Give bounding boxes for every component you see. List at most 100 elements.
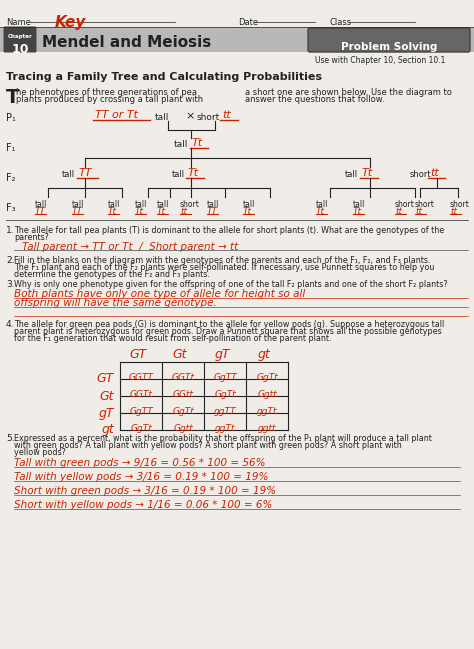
Text: short: short (395, 200, 415, 209)
Text: Tt: Tt (243, 207, 252, 216)
Text: he phenotypes of three generations of pea: he phenotypes of three generations of pe… (16, 88, 197, 97)
Text: determine the genotypes of the F₂ and F₃ plants.: determine the genotypes of the F₂ and F₃… (14, 270, 210, 279)
Text: Tt: Tt (353, 207, 362, 216)
Text: gt: gt (101, 424, 114, 437)
Text: ggTt: ggTt (257, 407, 277, 416)
Text: GgTt: GgTt (256, 373, 278, 382)
Text: answer the questions that follow.: answer the questions that follow. (245, 95, 384, 104)
Text: GgTt: GgTt (130, 424, 152, 433)
Text: tt: tt (395, 207, 402, 216)
Text: tall: tall (108, 200, 120, 209)
Text: Key: Key (55, 15, 86, 30)
Text: short: short (180, 200, 200, 209)
Text: GGTt: GGTt (172, 373, 194, 382)
Text: P₁: P₁ (6, 113, 16, 123)
Text: GgTt: GgTt (172, 407, 194, 416)
Text: tall: tall (243, 200, 255, 209)
Text: GgTT: GgTT (213, 373, 237, 382)
Text: Name: Name (6, 18, 31, 27)
Text: 2.: 2. (6, 256, 15, 265)
Text: GT: GT (129, 348, 146, 361)
Text: Tt: Tt (362, 168, 373, 178)
Text: tall: tall (174, 140, 188, 149)
Text: tall: tall (35, 200, 47, 209)
Text: Both plants have only one type of allele for height so all: Both plants have only one type of allele… (14, 289, 305, 299)
Bar (0, 27, 474, 52)
Text: GGTt: GGTt (129, 390, 153, 399)
Text: a short one are shown below. Use the diagram to: a short one are shown below. Use the dia… (245, 88, 452, 97)
Text: Tt: Tt (188, 168, 199, 178)
Text: Gt: Gt (100, 389, 114, 402)
FancyBboxPatch shape (3, 27, 36, 53)
Text: Problem Solving: Problem Solving (341, 42, 437, 52)
Text: 1.: 1. (6, 226, 15, 235)
Text: gT: gT (99, 406, 114, 419)
Text: 3.: 3. (6, 280, 15, 289)
Text: Class: Class (330, 18, 352, 27)
Text: Expressed as a percent, what is the probability that the offspring of the P₁ pla: Expressed as a percent, what is the prob… (14, 434, 432, 443)
Text: offspring will have the same genotype.: offspring will have the same genotype. (14, 298, 217, 308)
Text: F₃: F₃ (6, 203, 16, 213)
Text: with green pods? A tall plant with yellow pods? A short plant with green pods? A: with green pods? A tall plant with yello… (14, 441, 402, 450)
Text: GT: GT (97, 373, 114, 386)
Text: tall: tall (155, 113, 169, 122)
FancyBboxPatch shape (308, 28, 470, 52)
Text: Use with Chapter 10, Section 10.1: Use with Chapter 10, Section 10.1 (315, 56, 446, 65)
Text: tall: tall (62, 170, 75, 179)
Text: tt: tt (222, 110, 231, 120)
Text: F₂: F₂ (6, 173, 16, 183)
Text: short: short (415, 200, 435, 209)
Text: short: short (197, 113, 220, 122)
Text: Tall with green pods → 9/16 = 0.56 * 100 = 56%: Tall with green pods → 9/16 = 0.56 * 100… (14, 458, 265, 468)
Text: TT or Tt: TT or Tt (95, 110, 138, 120)
Text: Tracing a Family Tree and Calculating Probabilities: Tracing a Family Tree and Calculating Pr… (6, 72, 322, 82)
Text: TT: TT (79, 168, 92, 178)
Text: GGTT: GGTT (128, 373, 154, 382)
Text: T: T (6, 88, 19, 107)
Text: tall: tall (345, 170, 358, 179)
Text: tall: tall (72, 200, 84, 209)
Text: TT: TT (72, 207, 83, 216)
Text: The F₁ plant and each of the F₂ plants were self-pollinated. If necessary, use P: The F₁ plant and each of the F₂ plants w… (14, 263, 434, 272)
Text: parent plant is heterozygous for green pods. Draw a Punnett square that shows al: parent plant is heterozygous for green p… (14, 327, 442, 336)
Text: short: short (450, 200, 470, 209)
Text: 5.: 5. (6, 434, 15, 443)
Text: plants produced by crossing a tall plant with: plants produced by crossing a tall plant… (16, 95, 203, 104)
Text: Fill in the blanks on the diagram with the genotypes of the parents and each of : Fill in the blanks on the diagram with t… (14, 256, 430, 265)
Text: Short with yellow pods → 1/16 = 0.06 * 100 = 6%: Short with yellow pods → 1/16 = 0.06 * 1… (14, 500, 273, 510)
Text: The allele for tall pea plants (T) is dominant to the allele for short plants (t: The allele for tall pea plants (T) is do… (14, 226, 444, 235)
Text: tt: tt (430, 168, 439, 178)
Text: ggtt: ggtt (258, 424, 276, 433)
Text: for the F₁ generation that would result from self-pollination of the parent plan: for the F₁ generation that would result … (14, 334, 331, 343)
Text: gT: gT (214, 348, 230, 361)
Text: Tt: Tt (316, 207, 325, 216)
Text: F₁: F₁ (6, 143, 16, 153)
Text: Ggtt: Ggtt (173, 424, 193, 433)
Text: gt: gt (258, 348, 270, 361)
Text: Why is only one phenotype given for the offspring of one of the tall F₂ plants a: Why is only one phenotype given for the … (14, 280, 447, 289)
Text: TT: TT (207, 207, 218, 216)
Text: Tt: Tt (108, 207, 117, 216)
Text: tt: tt (450, 207, 457, 216)
Text: tall: tall (316, 200, 328, 209)
Text: 10: 10 (11, 43, 29, 56)
Text: Tall with yellow pods → 3/16 = 0.19 * 100 = 19%: Tall with yellow pods → 3/16 = 0.19 * 10… (14, 472, 268, 482)
Text: Date: Date (238, 18, 258, 27)
Text: Tall parent → TT or Tt  /  Short parent → tt: Tall parent → TT or Tt / Short parent → … (22, 242, 238, 252)
Text: TT: TT (35, 207, 46, 216)
Text: tt: tt (180, 207, 187, 216)
Text: Tt: Tt (157, 207, 166, 216)
Text: ggTt: ggTt (215, 424, 235, 433)
Text: GGtt: GGtt (173, 390, 193, 399)
Text: Short with green pods → 3/16 = 0.19 * 100 = 19%: Short with green pods → 3/16 = 0.19 * 10… (14, 486, 276, 496)
Text: Gt: Gt (173, 348, 187, 361)
Text: 4.: 4. (6, 320, 15, 329)
Text: tall: tall (172, 170, 185, 179)
Text: ×: × (185, 111, 194, 121)
Text: tall: tall (157, 200, 169, 209)
Text: Tt: Tt (192, 138, 203, 148)
Text: tt: tt (415, 207, 422, 216)
Text: GgTt: GgTt (214, 390, 236, 399)
Text: Ggtt: Ggtt (257, 390, 277, 399)
Text: GgTT: GgTT (129, 407, 153, 416)
